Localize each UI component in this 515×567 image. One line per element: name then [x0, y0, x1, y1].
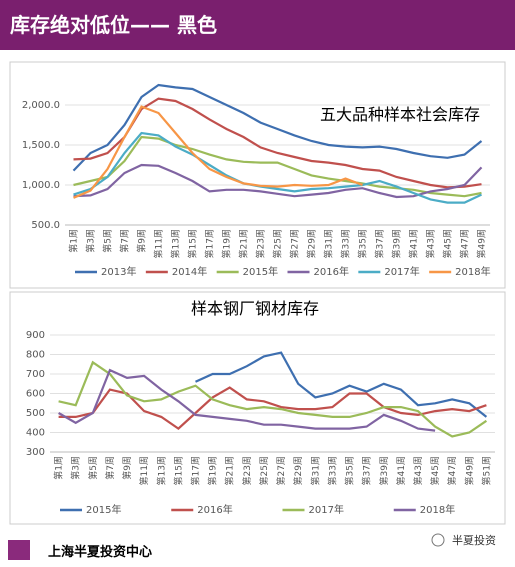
x-tick-label: 第11周 — [138, 456, 150, 485]
x-tick-label: 第9周 — [121, 456, 133, 480]
series-line — [195, 351, 488, 418]
x-tick-label: 第17周 — [204, 229, 216, 258]
x-tick-label: 第3周 — [85, 229, 97, 253]
y-tick-label: 500 — [26, 408, 45, 419]
x-tick-label: 第15周 — [172, 456, 184, 485]
legend-label: 2018年 — [420, 503, 455, 516]
x-tick-label: 第35周 — [357, 229, 369, 258]
x-tick-label: 第15周 — [187, 229, 199, 258]
x-tick-label: 第29周 — [306, 229, 318, 258]
y-tick-label: 800 — [26, 350, 45, 361]
series-line — [58, 360, 488, 438]
header-bar — [0, 0, 515, 50]
legend-label: 2016年 — [314, 265, 349, 278]
footer-left: 上海半夏投资中心 — [48, 544, 152, 560]
y-tick-label: 300 — [26, 447, 45, 458]
y-tick-label: 2,000.0 — [22, 100, 60, 111]
legend-label: 2016年 — [197, 503, 232, 516]
y-tick-label: 500.0 — [31, 220, 60, 231]
x-tick-label: 第31周 — [309, 456, 321, 485]
x-tick-label: 第35周 — [344, 456, 356, 485]
x-tick-label: 第37周 — [374, 229, 386, 258]
x-tick-label: 第41周 — [395, 456, 407, 485]
x-tick-label: 第25周 — [258, 456, 270, 485]
x-tick-label: 第19周 — [207, 456, 219, 485]
x-tick-label: 第45周 — [429, 456, 441, 485]
x-tick-label: 第31周 — [323, 229, 335, 258]
x-tick-label: 第7周 — [104, 456, 116, 480]
legend-label: 2013年 — [101, 265, 136, 278]
y-tick-label: 1,500.0 — [22, 140, 60, 151]
x-tick-label: 第49周 — [476, 229, 488, 258]
x-tick-label: 第3周 — [70, 456, 82, 480]
x-tick-label: 第41周 — [408, 229, 420, 258]
x-tick-label: 第39周 — [391, 229, 403, 258]
legend-label: 2017年 — [384, 265, 419, 278]
x-tick-label: 第47周 — [446, 456, 458, 485]
y-tick-label: 700 — [26, 369, 45, 380]
series-line — [72, 83, 483, 172]
x-tick-label: 第43周 — [412, 456, 424, 485]
x-tick-label: 第37周 — [361, 456, 373, 485]
x-tick-label: 第1周 — [53, 456, 65, 480]
legend-label: 2017年 — [309, 503, 344, 516]
chart-box — [9, 61, 506, 289]
x-tick-label: 第9周 — [136, 229, 148, 253]
legend-label: 2014年 — [172, 265, 207, 278]
x-tick-label: 第51周 — [480, 456, 492, 485]
legend-label: 2018年 — [455, 265, 490, 278]
x-tick-label: 第49周 — [463, 456, 475, 485]
x-tick-label: 第5周 — [102, 229, 114, 253]
series-line — [73, 163, 483, 199]
x-tick-label: 第21周 — [224, 456, 236, 485]
x-tick-label: 第19周 — [221, 229, 233, 258]
x-tick-label: 第27周 — [289, 229, 301, 258]
x-tick-label: 第33周 — [326, 456, 338, 485]
x-tick-label: 第33周 — [340, 229, 352, 258]
wechat-icon — [431, 533, 445, 547]
legend-label: 2015年 — [243, 265, 278, 278]
logo — [8, 540, 30, 560]
series-line — [58, 368, 436, 432]
x-tick-label: 第27周 — [275, 456, 287, 485]
footer-right: 半夏投资 — [452, 533, 496, 547]
x-tick-label: 第7周 — [119, 229, 131, 253]
x-tick-label: 第13周 — [170, 229, 182, 258]
x-tick-label: 第25周 — [272, 229, 284, 258]
chart-title: 五大品种样本社会库存 — [320, 105, 480, 124]
x-tick-label: 第5周 — [87, 456, 99, 480]
chart-title: 样本钢厂钢材库存 — [191, 299, 319, 318]
x-tick-label: 第45周 — [442, 229, 454, 258]
x-tick-label: 第1周 — [68, 229, 80, 253]
x-tick-label: 第23周 — [241, 456, 253, 485]
legend-label: 2015年 — [86, 503, 121, 516]
header-title: 库存绝对低位—— 黑色 — [10, 13, 217, 37]
y-tick-label: 1,000.0 — [22, 180, 60, 191]
x-tick-label: 第21周 — [238, 229, 250, 258]
x-tick-label: 第13周 — [155, 456, 167, 485]
x-tick-label: 第43周 — [425, 229, 437, 258]
series-line — [73, 105, 363, 199]
series-line — [73, 135, 482, 198]
x-tick-label: 第39周 — [378, 456, 390, 485]
series-line — [73, 97, 482, 189]
x-tick-label: 第47周 — [459, 229, 471, 258]
x-tick-label: 第29周 — [292, 456, 304, 485]
x-tick-label: 第23周 — [255, 229, 267, 258]
y-tick-label: 600 — [26, 389, 45, 400]
series-line — [73, 131, 482, 204]
y-tick-label: 900 — [26, 330, 45, 341]
x-tick-label: 第17周 — [189, 456, 201, 485]
y-tick-label: 400 — [26, 428, 45, 439]
x-tick-label: 第11周 — [153, 229, 165, 258]
